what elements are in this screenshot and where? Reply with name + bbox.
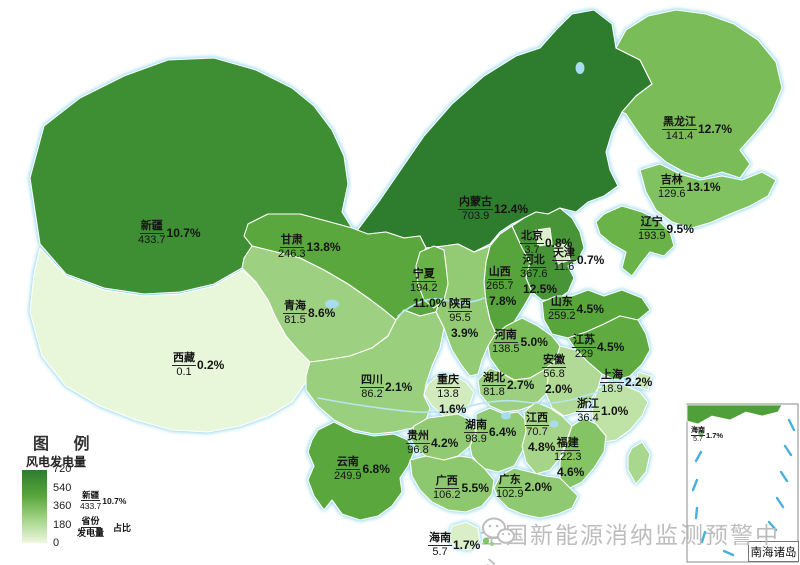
province-fujian[interactable] bbox=[559, 417, 607, 489]
legend-title: 图 例 bbox=[33, 436, 100, 453]
province-zhejiang[interactable] bbox=[591, 381, 649, 443]
qinghai-lake bbox=[325, 299, 339, 309]
inset-hainan-island bbox=[698, 430, 704, 436]
legend-tick: 180 bbox=[53, 518, 72, 531]
inset-border-box bbox=[686, 403, 799, 563]
rivers-and-lakes bbox=[317, 62, 637, 428]
tai-lake bbox=[624, 377, 632, 383]
wechat-icon bbox=[482, 517, 515, 546]
legend-tick: 360 bbox=[53, 500, 72, 512]
province-heilongjiang[interactable] bbox=[615, 9, 783, 179]
legend-sample-label: 新疆 433.7 10.7% bbox=[80, 490, 126, 511]
dongting-lake bbox=[501, 412, 511, 420]
legend-tick: 0 bbox=[53, 537, 60, 549]
legend-key-province: 省份 bbox=[80, 516, 101, 528]
province-hainan[interactable] bbox=[447, 521, 481, 551]
legend-sample-name: 新疆 bbox=[81, 490, 101, 502]
legend-sample-pct: 10.7% bbox=[102, 495, 127, 506]
legend-key-generation: 发电量 bbox=[77, 527, 105, 538]
legend: 图 例 风电发电量 720 540 360 180 0 新疆 433.7 10.… bbox=[20, 430, 170, 555]
inset-coastline bbox=[686, 404, 783, 425]
province-yunnan[interactable] bbox=[307, 421, 415, 521]
province-liaoning[interactable] bbox=[595, 205, 675, 277]
legend-tick: 720 bbox=[53, 463, 72, 475]
province-hunan[interactable] bbox=[469, 407, 529, 473]
yangtze-river bbox=[317, 381, 637, 414]
legend-ticks: 720 540 360 180 0 bbox=[53, 463, 71, 549]
province-beijing[interactable] bbox=[535, 227, 553, 247]
province-sichuan[interactable] bbox=[305, 309, 445, 435]
province-shandong[interactable] bbox=[541, 289, 651, 339]
hulun-lake bbox=[575, 62, 585, 74]
watermark-text: 全国新能源消纳监测预警中心 bbox=[480, 522, 780, 565]
yellow-river bbox=[397, 297, 485, 317]
south-china-sea-inset bbox=[686, 403, 799, 563]
legend-tick: 540 bbox=[53, 481, 72, 494]
province-shanghai[interactable] bbox=[635, 371, 653, 391]
legend-key-share: 占比 bbox=[113, 522, 132, 533]
province-guangdong[interactable] bbox=[493, 467, 579, 519]
taiwan-island bbox=[627, 441, 651, 485]
legend-gradient-bar bbox=[22, 470, 47, 543]
poyang-lake bbox=[549, 420, 559, 428]
legend-sample-value: 433.7 bbox=[80, 501, 102, 512]
legend-subtitle: 风电发电量 bbox=[26, 455, 87, 469]
province-jiangxi[interactable] bbox=[521, 401, 573, 475]
province-guangxi[interactable] bbox=[409, 455, 495, 513]
province-anhui[interactable] bbox=[543, 345, 603, 417]
nine-dash-line bbox=[691, 418, 796, 557]
inset-caption: 南海诸岛 bbox=[748, 541, 799, 562]
province-jilin[interactable] bbox=[639, 163, 777, 229]
legend-format-key: 省份 发电量 占比 bbox=[77, 516, 131, 538]
watermark: 全国新能源消纳监测预警中心 bbox=[480, 516, 800, 565]
province-chongqing[interactable] bbox=[423, 373, 475, 417]
